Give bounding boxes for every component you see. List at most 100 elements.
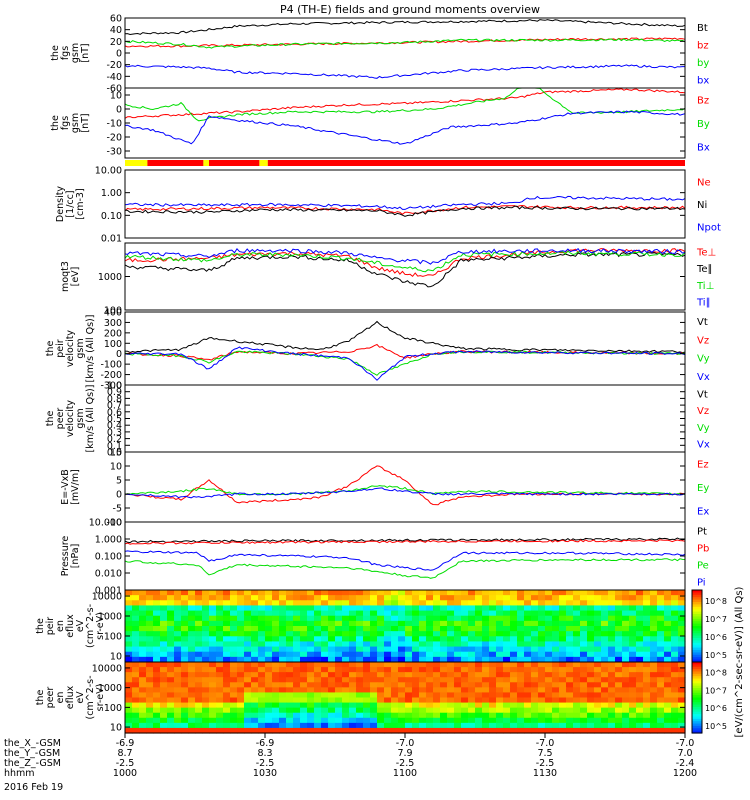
spectrogram-cell [538, 646, 546, 653]
spectrogram-cell [412, 672, 420, 678]
spectrogram-cell [244, 667, 252, 673]
spectrogram-cell [300, 682, 308, 688]
y-tick-label: 10000 [92, 663, 122, 674]
spectrogram-cell [237, 605, 245, 612]
spectrogram-cell [300, 687, 308, 694]
spectrogram-cell [426, 636, 434, 643]
spectrogram-cell [615, 626, 623, 632]
spectrogram-cell [293, 672, 301, 678]
spectrogram-cell [426, 662, 434, 668]
spectrogram-cell [125, 636, 133, 643]
spectrogram-cell [153, 656, 161, 663]
spectrogram-cell [307, 656, 315, 663]
series-Npot-line [124, 195, 686, 210]
spectrogram-cell [174, 722, 182, 729]
spectrogram-cell [664, 595, 672, 601]
spectrogram-cell [468, 610, 476, 617]
spectrogram-cell [132, 667, 140, 673]
colorbar-cell [692, 592, 702, 596]
spectrogram-cell [139, 667, 147, 673]
spectrogram-cell [258, 590, 266, 596]
spectrogram-cell [531, 712, 539, 719]
spectrogram-cell [468, 687, 476, 694]
spectrogram-cell [132, 656, 140, 663]
spectrogram-cell [510, 662, 518, 668]
spectrogram-cell [489, 662, 497, 668]
spectrogram-cell [321, 667, 329, 673]
spectrogram-cell [209, 610, 217, 617]
spectrogram-cell [468, 651, 476, 658]
x-row-value: 8.7 [117, 748, 132, 759]
spectrogram-cell [419, 672, 427, 678]
spectrogram-cell [566, 641, 574, 648]
spectrogram-cell [594, 672, 602, 678]
spectrogram-cell [482, 687, 490, 694]
spectrogram-cell [258, 717, 266, 724]
spectrogram-cell [398, 651, 406, 658]
spectrogram-cell [216, 595, 224, 601]
spectrogram-cell [286, 641, 294, 648]
spectrogram-cell [426, 677, 434, 683]
spectrogram-cell [419, 727, 427, 734]
spectrogram-cell [202, 605, 210, 612]
spectrogram-cell [125, 677, 133, 683]
spectrogram-cell [272, 620, 280, 627]
spectrogram-cell [160, 595, 168, 601]
spectrogram-cell [552, 610, 560, 617]
spectrogram-cell [265, 646, 273, 653]
spectrogram-cell [433, 672, 441, 678]
spectrogram-cell [566, 620, 574, 627]
spectrogram-cell [209, 590, 217, 596]
spectrogram-cell [328, 651, 336, 658]
spectrogram-cell [146, 717, 154, 724]
spectrogram-cell [552, 682, 560, 688]
spectrogram-cell [342, 626, 350, 632]
spectrogram-cell [545, 702, 553, 709]
spectrogram-cell [286, 631, 294, 637]
spectrogram-cell [475, 677, 483, 683]
spectrogram-cell [300, 692, 308, 699]
spectrogram-cell [258, 631, 266, 637]
spectrogram-cell [335, 692, 343, 699]
spectrogram-cell [468, 600, 476, 607]
spectrogram-cell [237, 672, 245, 678]
spectrogram-cell [517, 636, 525, 643]
spectrogram-cell [321, 687, 329, 694]
spectrogram-cell [230, 692, 238, 699]
spectrogram-cell [132, 702, 140, 709]
spectrogram-cell [125, 712, 133, 719]
spectrogram-cell [181, 682, 189, 688]
spectrogram-cell [300, 712, 308, 719]
spectrogram-cell [223, 712, 231, 719]
spectrogram-cell [153, 727, 161, 734]
y-tick-label: 0.5 [107, 414, 122, 425]
y-axis-label-line: peer [45, 687, 56, 709]
y-axis-label-line: en [55, 692, 66, 704]
spectrogram-cell [300, 590, 308, 596]
spectrogram-cell [636, 712, 644, 719]
spectrogram-cell [650, 610, 658, 617]
spectrogram-cell [678, 677, 686, 683]
spectrogram-cell [223, 672, 231, 678]
spectrogram-cell [573, 667, 581, 673]
spectrogram-cell [545, 641, 553, 648]
spectrogram-cell [580, 662, 588, 668]
spectrogram-cell [671, 727, 679, 734]
spectrogram-cell [664, 727, 672, 734]
spectrogram-cell [545, 662, 553, 668]
spectrogram-cell [573, 626, 581, 632]
spectrogram-cell [216, 620, 224, 627]
spectrogram-cell [195, 636, 203, 643]
spectrogram-cell [174, 646, 182, 653]
spectrogram-cell [664, 656, 672, 663]
spectrogram-cell [356, 651, 364, 658]
spectrogram-cell [391, 605, 399, 612]
spectrogram-cell [601, 707, 609, 714]
spectrogram-cell [524, 590, 532, 596]
spectrogram-cell [489, 712, 497, 719]
spectrogram-cell [384, 590, 392, 596]
spectrogram-cell [454, 722, 462, 729]
spectrogram-cell [433, 722, 441, 729]
series-Bz-line [124, 88, 686, 119]
spectrogram-cell [573, 707, 581, 714]
